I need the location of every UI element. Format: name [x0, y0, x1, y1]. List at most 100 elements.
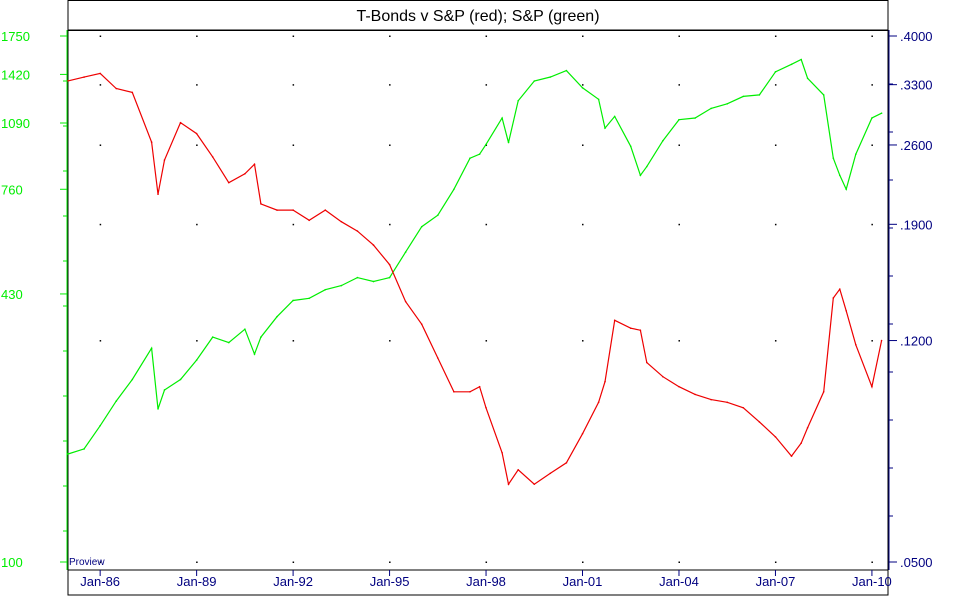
sp-data-point: [517, 99, 519, 102]
x-tick-label: Jan-04: [659, 574, 699, 589]
grid-dot: [485, 340, 488, 342]
ratio-data-point: [195, 132, 198, 135]
sp-data-point: [501, 117, 503, 119]
grid-dot: [582, 340, 584, 342]
ratio-data-point: [742, 406, 745, 409]
ratio-data-point: [163, 159, 166, 161]
ratio-data-point: [67, 80, 69, 82]
right-axis: .4000 .3300 .2600 .1900 .1200 .0500: [889, 29, 933, 570]
ratio-data-point: [276, 209, 278, 211]
ratio-data-point: [533, 483, 536, 486]
ratio-data-point: [150, 141, 153, 143]
ratio-data-point: [437, 357, 439, 359]
ratio-data-point: [549, 472, 552, 475]
ratio-data-point: [83, 76, 85, 78]
watermark: Proview: [69, 557, 105, 568]
grid-dot: [678, 340, 680, 342]
sp-data-point: [838, 174, 841, 177]
sp-data-point: [372, 280, 375, 283]
right-tick-label: .2600: [900, 138, 933, 153]
ratio-data-point: [260, 203, 262, 205]
ratio-data-point: [388, 263, 391, 266]
ratio-data-point: [581, 432, 584, 435]
sp-data-point: [507, 141, 510, 144]
ratio-data-point: [639, 329, 642, 332]
right-tick-label: .0500: [900, 555, 933, 570]
x-tick-label: Jan-01: [563, 574, 603, 589]
grid-dot: [99, 561, 102, 563]
sp-data-point: [453, 188, 455, 191]
x-tick-label: Jan-95: [370, 574, 410, 589]
sp-data-point: [822, 94, 825, 96]
sp-data-point: [845, 188, 847, 191]
grid-dot: [774, 223, 777, 226]
grid-dot: [774, 84, 777, 86]
ratio-data-point: [604, 380, 606, 383]
grid-dot: [774, 144, 777, 146]
sp-data-point: [292, 299, 294, 302]
ratio-data-point: [832, 297, 835, 299]
ratio-data-point: [507, 483, 510, 486]
grid-dot: [99, 144, 102, 146]
ratio-data-point: [694, 393, 696, 396]
ratio-data-point: [678, 385, 680, 388]
sp-data-point: [157, 408, 159, 410]
ratio-data-point: [485, 406, 487, 409]
grid-dot: [99, 35, 102, 37]
ratio-data-point: [800, 442, 802, 444]
x-axis: Jan-86 Jan-89 Jan-92 Jan-95 Jan-98 Jan-01 Jan-…: [80, 570, 892, 589]
grid-dot: [99, 340, 102, 342]
sp-data-point: [131, 378, 134, 381]
grid-dot: [678, 223, 680, 226]
ratio-data-point: [710, 398, 712, 401]
ratio-data-point: [244, 172, 246, 175]
ratio-data-point: [157, 193, 159, 196]
sp-data-point: [604, 127, 606, 129]
left-tick-label: 430: [1, 287, 23, 302]
sp-data-point: [324, 288, 327, 291]
grid-dot: [582, 84, 584, 86]
ratio-data-point: [597, 401, 600, 404]
sp-data-point: [356, 276, 359, 279]
sp-data-point: [549, 76, 552, 78]
ratio-data-point: [880, 339, 883, 342]
sp-data-point: [83, 448, 85, 450]
grid-dot: [678, 561, 680, 563]
grid-dot: [871, 144, 873, 146]
sp-data-point: [340, 284, 343, 287]
grid-dot: [582, 144, 584, 146]
ratio-data-point: [790, 455, 793, 457]
ratio-data-point: [340, 220, 343, 223]
sp-data-point: [613, 115, 616, 118]
sp-data-point: [806, 77, 809, 80]
left-tick-label: 100: [1, 555, 23, 570]
left-tick-label: 1750: [1, 29, 30, 44]
sp-data-point: [150, 347, 153, 350]
ratio-data-point: [478, 385, 481, 388]
grid-dot: [196, 340, 198, 342]
grid-dot: [774, 340, 777, 342]
sp-data-point: [163, 389, 166, 391]
sp-data-point: [195, 359, 198, 361]
ratio-data-point: [855, 343, 857, 346]
grid-dot: [582, 223, 584, 226]
sp-data-point: [388, 276, 391, 279]
sp-data-point: [742, 95, 745, 98]
ratio-data-point: [211, 156, 214, 158]
sp-data-point: [67, 453, 69, 455]
grid-dot: [678, 35, 680, 37]
grid-dot: [292, 144, 295, 146]
ratio-data-point: [404, 300, 407, 303]
sp-data-point: [420, 225, 423, 228]
sp-data-point: [276, 315, 278, 318]
ratio-data-point: [774, 436, 777, 438]
sp-data-point: [565, 69, 568, 72]
ratio-data-point: [726, 401, 729, 404]
grid-dot: [389, 35, 391, 37]
sp-data-point: [308, 297, 310, 300]
ratio-data-point: [662, 375, 664, 378]
x-tick-label: Jan-07: [756, 574, 796, 589]
grid-dot: [292, 35, 295, 37]
grid-dots: [99, 35, 873, 563]
